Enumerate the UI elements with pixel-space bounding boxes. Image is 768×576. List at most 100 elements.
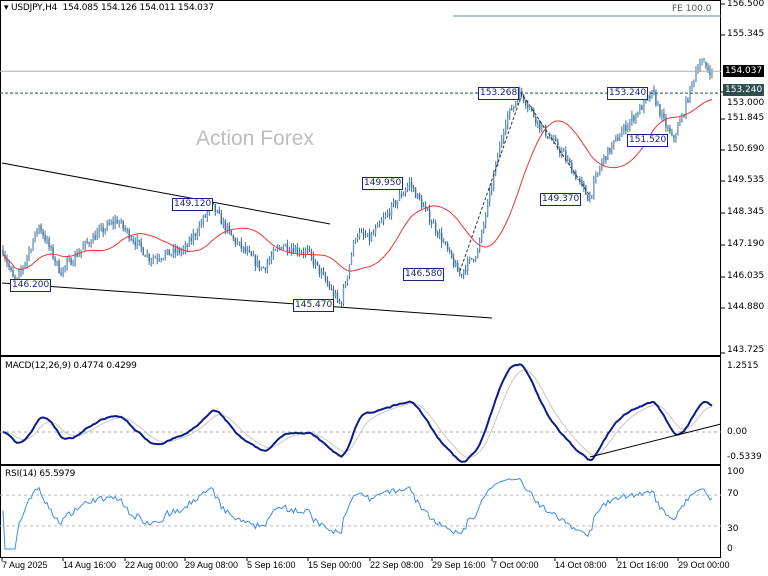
level-tag: 153.240 [723,84,765,96]
candle-body [384,215,387,218]
candle-body [114,219,116,225]
candle-body [304,250,307,254]
candle-body [230,230,233,236]
candle-body [162,258,164,259]
candle-body [52,247,54,259]
candle-body [519,91,521,103]
candle-body [667,127,669,129]
candle-body [110,221,112,225]
candle-body [617,137,619,141]
candle-body [76,253,78,257]
candle-body [486,201,489,216]
candle-body [492,173,495,188]
price-axis-label: 144.880 [727,302,765,312]
candle-body [631,115,633,122]
candle-body [328,283,331,289]
candle-body [422,206,425,208]
candle-body [603,156,605,162]
candle-body [386,212,389,216]
candle-body [464,269,467,272]
candle-body [641,105,643,110]
candle-body [118,222,120,224]
candle-body [623,125,625,132]
collapse-triangle-icon[interactable]: ▾ [4,3,9,13]
candle-body [711,71,713,75]
candle-body [296,247,299,253]
candle-body [310,250,313,257]
candle-body [322,271,325,275]
candle-body [655,92,657,105]
candle-body [36,231,38,233]
candle-body [266,262,269,270]
candle-body [186,245,188,247]
candle-body [649,95,651,99]
candle-body [468,258,471,261]
price-axis-label: 148.345 [727,207,765,217]
candle-body [282,246,285,249]
candle-body [575,172,577,180]
candle-body [42,231,44,236]
candle-body [360,232,363,233]
candle-body [529,107,531,109]
candle-body [260,267,263,269]
macd-signal-line [2,369,713,458]
candle-body [669,128,671,133]
candle-body [190,238,192,242]
candle-body [509,108,511,116]
candle-body [148,254,150,262]
candle-body [206,212,208,217]
candle-body [394,201,397,206]
wedge-lower-trendline [1,282,493,319]
candle-body [12,270,14,277]
candle-body [6,258,8,264]
symbol-label: USDJPY,H4 [11,3,58,13]
price-axis-label: 143.725 [727,345,765,355]
candle-body [262,267,265,269]
candle-body [607,147,609,161]
candle-body [372,233,375,235]
candle-body [168,249,170,256]
candle-body [418,193,421,199]
candle-body [605,156,607,161]
pivot-label: 153.268 [478,87,520,100]
rsi-title: RSI(14) 65.5979 [5,469,76,479]
rsi-line [2,477,713,550]
candle-body [709,70,711,75]
candle-body [80,249,82,253]
candle-body [436,231,439,236]
time-axis-label: 29 Oct 00:00 [678,560,730,570]
candle-body [268,259,271,263]
candle-body [84,241,86,247]
candle-body [254,255,257,266]
candle-body [180,250,182,253]
candle-body [156,257,158,259]
candle-body [142,247,144,256]
candle-body [450,250,453,258]
time-axis-label: 7 Aug 2025 [2,560,48,570]
candle-body [448,249,451,251]
candle-body [278,247,281,248]
candle-body [452,257,455,267]
candle-body [458,271,461,275]
candle-body [476,249,479,258]
pivot-label: 146.200 [10,279,52,292]
candle-body [454,262,457,267]
candle-body [442,242,445,243]
candle-body [581,180,583,184]
candle-body [354,239,357,242]
candle-body [356,236,359,240]
price-axis-label: 151.845 [727,113,765,123]
candle-body [212,202,214,204]
watermark: Action Forex [196,127,314,150]
candle-body [54,258,56,262]
candle-body [507,115,509,125]
candle-body [30,249,32,251]
candle-body [402,193,405,197]
candle-body [659,104,661,117]
candle-body [621,131,623,137]
candle-body [128,229,130,240]
candle-body [408,181,411,186]
candle-body [569,159,571,163]
candle-body [691,82,693,87]
